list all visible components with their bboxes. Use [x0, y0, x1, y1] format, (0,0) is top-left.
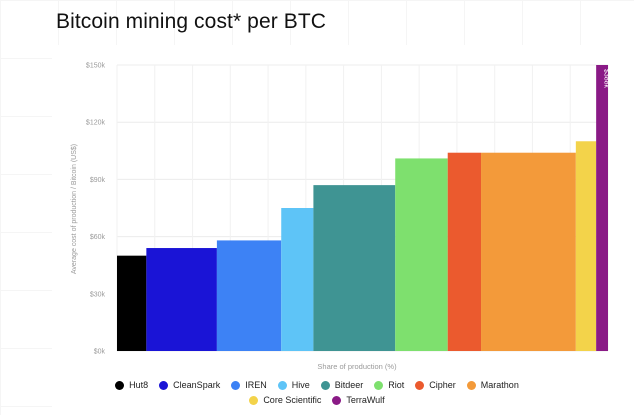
legend-swatch — [277, 380, 287, 390]
bar-iren — [216, 240, 282, 351]
bar-bitdeer — [313, 185, 396, 351]
legend-swatch — [159, 380, 169, 390]
legend-label: Riot — [388, 380, 405, 390]
legend-label: Marathon — [480, 380, 519, 390]
y-tick-labels: $0k $30k $60k $90k $120k $150k — [86, 63, 106, 356]
legend-swatch — [249, 395, 259, 405]
bar-cleanspark — [146, 248, 217, 351]
legend-item: CleanSpark — [159, 380, 220, 390]
y-axis-label: Average cost of production / Bitcoin (US… — [71, 144, 78, 274]
legend-swatch — [374, 380, 384, 390]
y-tick-label: $90k — [90, 177, 106, 184]
bars — [117, 65, 608, 351]
legend-label: Core Scientific — [263, 395, 322, 405]
bar-riot — [395, 158, 448, 351]
legend-item: IREN — [231, 380, 267, 390]
legend-label: Hut8 — [129, 380, 149, 390]
legend-item: Hut8 — [115, 380, 148, 390]
bar-cipher — [447, 152, 482, 351]
chart-title: Bitcoin mining cost* per BTC — [56, 10, 327, 33]
bar-annotations: $388k — [603, 69, 610, 89]
legend-swatch — [466, 380, 476, 390]
y-tick-label: $150k — [86, 63, 106, 70]
y-tick-label: $60k — [90, 234, 106, 241]
legend-item: Hive — [277, 380, 310, 390]
y-tick-label: $120k — [86, 120, 106, 127]
bar-marathon — [481, 152, 576, 351]
legend: Hut8 CleanSpark IREN Hive Bitdeer Riot Cipher M… — [0, 380, 634, 405]
legend-swatch — [231, 380, 241, 390]
legend-swatch — [115, 380, 125, 390]
y-tick-label: $0k — [94, 349, 106, 356]
bar-terrawulf — [596, 65, 608, 351]
legend-swatch — [332, 395, 342, 405]
bar-chart: $0k $30k $60k $90k $120k $150k $388k Average … — [71, 63, 610, 372]
y-tick-label: $30k — [90, 291, 106, 298]
legend-item: Riot — [374, 380, 404, 390]
legend-label: Hive — [291, 380, 310, 390]
legend-label: CleanSpark — [173, 380, 221, 390]
legend-item: TerraWulf — [332, 395, 385, 405]
legend-swatch — [415, 380, 425, 390]
x-axis-label: Share of production (%) — [317, 362, 397, 371]
legend-label: Cipher — [429, 380, 456, 390]
bar-hive — [281, 208, 314, 351]
bar-annotation: $388k — [603, 69, 610, 89]
legend-item: Bitdeer — [320, 380, 364, 390]
legend-label: Bitdeer — [334, 380, 364, 390]
legend-label: IREN — [245, 380, 267, 390]
legend-swatch — [320, 380, 330, 390]
legend-item: Cipher — [415, 380, 456, 390]
legend-item: Core Scientific — [249, 395, 321, 405]
legend-label: TerraWulf — [346, 395, 385, 405]
bar-core-scientific — [575, 141, 597, 351]
bar-hut8 — [117, 255, 147, 351]
legend-item: Marathon — [466, 380, 519, 390]
